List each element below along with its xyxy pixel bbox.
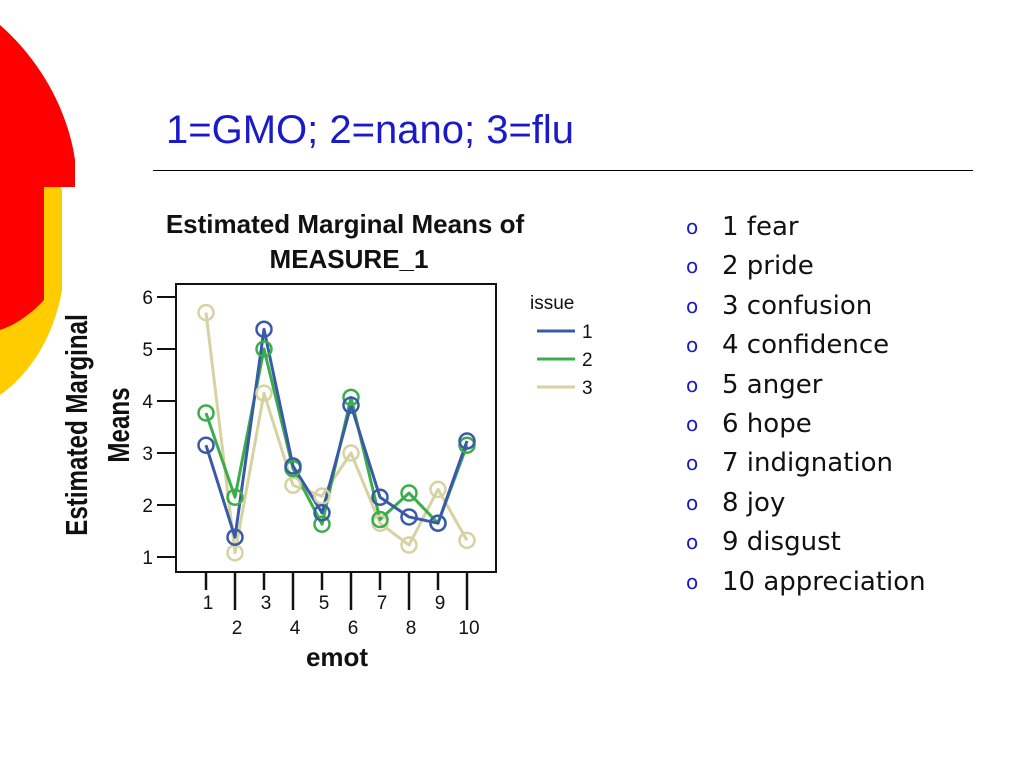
bullet-icon: o bbox=[686, 451, 699, 476]
x-axis-title: emot bbox=[306, 642, 368, 672]
bullet-text: 3 confusion bbox=[722, 290, 873, 321]
bullet-icon: o bbox=[686, 530, 699, 555]
data-point-series-1 bbox=[400, 508, 418, 526]
data-point-series-3 bbox=[284, 476, 302, 494]
red-shape bbox=[0, 25, 75, 330]
bullet-text: 9 disgust bbox=[722, 527, 841, 558]
bullet-text: 10 appreciation bbox=[722, 566, 926, 597]
data-point-series-1 bbox=[342, 396, 360, 414]
data-point-series-3 bbox=[197, 303, 215, 322]
series-layer bbox=[197, 303, 476, 562]
line-chart: Estimated Marginal Means of MEASURE_1 Es… bbox=[59, 209, 593, 672]
bullet-item: o 3 confusion bbox=[686, 287, 926, 326]
bullet-icon: o bbox=[686, 569, 699, 594]
data-point-series-3 bbox=[255, 384, 273, 402]
data-point-series-2 bbox=[255, 340, 273, 358]
bullet-item: o 9 disgust bbox=[686, 523, 926, 562]
data-point-series-3 bbox=[342, 444, 360, 462]
bullet-item: o 10 appreciation bbox=[686, 563, 926, 602]
data-point-series-1 bbox=[458, 432, 476, 450]
data-point-series-2 bbox=[400, 484, 418, 502]
legend-label-2: 2 bbox=[582, 350, 593, 371]
bullet-icon: o bbox=[686, 411, 699, 436]
x-tick-label: 9 bbox=[435, 593, 446, 614]
data-point-series-1 bbox=[429, 514, 447, 532]
x-tick-label: 3 bbox=[261, 593, 272, 614]
bullet-icon: o bbox=[686, 254, 699, 279]
data-point-series-2 bbox=[342, 388, 360, 407]
y-tick-label: 3 bbox=[142, 444, 153, 465]
y-tick-label: 6 bbox=[142, 288, 153, 309]
data-point-series-1 bbox=[255, 320, 273, 338]
legend-label-3: 3 bbox=[582, 378, 593, 399]
bullet-icon: o bbox=[686, 293, 699, 318]
bullet-item: o 1 fear bbox=[686, 208, 926, 247]
series-line-1 bbox=[204, 327, 469, 539]
bullet-icon: o bbox=[686, 490, 699, 515]
chart-title-line-2: MEASURE_1 bbox=[270, 244, 429, 274]
emotion-legend-list: o 1 fear o 2 pride o 3 confusion o 4 confidence… bbox=[686, 208, 926, 602]
y-axis-title-line-2: Means bbox=[101, 387, 136, 462]
slide-decoration bbox=[0, 25, 75, 395]
x-tick-label: 2 bbox=[232, 618, 243, 639]
data-point-series-3 bbox=[458, 531, 476, 550]
data-point-series-2 bbox=[197, 404, 215, 422]
chart-title-line-1: Estimated Marginal Means of bbox=[166, 209, 525, 239]
bullet-item: o 8 joy bbox=[686, 484, 926, 523]
legend: issue 1 2 3 bbox=[530, 293, 593, 399]
x-tick-label: 4 bbox=[290, 618, 301, 639]
bullet-icon: o bbox=[686, 333, 699, 358]
data-point-series-1 bbox=[313, 504, 331, 522]
x-tick-label: 7 bbox=[377, 593, 388, 614]
x-tick-label: 10 bbox=[458, 618, 479, 639]
title-divider bbox=[153, 170, 973, 171]
bullet-icon: o bbox=[686, 215, 699, 239]
y-axis-title: Estimated Marginal Means bbox=[59, 314, 136, 536]
series-line-3 bbox=[204, 312, 469, 555]
data-point-series-1 bbox=[226, 528, 244, 546]
bullet-text: 7 indignation bbox=[722, 448, 893, 479]
bullet-text: 5 anger bbox=[722, 369, 823, 400]
legend-label-1: 1 bbox=[582, 322, 593, 343]
bullet-item: o 4 confidence bbox=[686, 326, 926, 365]
bullet-item: o 7 indignation bbox=[686, 444, 926, 483]
y-axis: 1 2 3 4 5 6 bbox=[142, 288, 176, 569]
data-point-series-1 bbox=[371, 488, 389, 506]
y-tick-label: 2 bbox=[142, 496, 153, 517]
data-point-series-2 bbox=[371, 510, 389, 529]
y-tick-label: 5 bbox=[142, 340, 153, 361]
bullet-text: 8 joy bbox=[722, 487, 786, 518]
data-point-series-3 bbox=[313, 487, 331, 505]
data-point-series-3 bbox=[429, 480, 447, 499]
data-point-series-3 bbox=[400, 536, 418, 554]
y-tick-label: 4 bbox=[142, 392, 153, 413]
plot-frame bbox=[175, 283, 497, 573]
x-tick-label: 1 bbox=[203, 593, 214, 614]
x-tick-label: 5 bbox=[319, 593, 330, 614]
data-point-series-1 bbox=[284, 457, 302, 475]
bullet-text: 4 confidence bbox=[722, 330, 890, 361]
legend-title: issue bbox=[530, 293, 574, 314]
bullet-item: o 6 hope bbox=[686, 405, 926, 444]
slide-title: 1=GMO; 2=nano; 3=flu bbox=[166, 108, 575, 152]
data-point-series-2 bbox=[226, 488, 244, 506]
bullet-text: 1 fear bbox=[722, 212, 799, 242]
y-tick-label: 1 bbox=[142, 548, 153, 569]
data-point-series-2 bbox=[313, 515, 331, 533]
x-tick-label: 6 bbox=[348, 618, 359, 639]
bullet-item: o 2 pride bbox=[686, 247, 926, 286]
bullet-text: 2 pride bbox=[722, 251, 814, 282]
y-axis-title-line-1: Estimated Marginal bbox=[59, 314, 94, 536]
bullet-item: o 5 anger bbox=[686, 366, 926, 405]
bullet-text: 6 hope bbox=[722, 408, 812, 439]
x-tick-label: 8 bbox=[406, 618, 417, 639]
bullet-icon: o bbox=[686, 372, 699, 397]
data-point-series-1 bbox=[197, 436, 215, 454]
